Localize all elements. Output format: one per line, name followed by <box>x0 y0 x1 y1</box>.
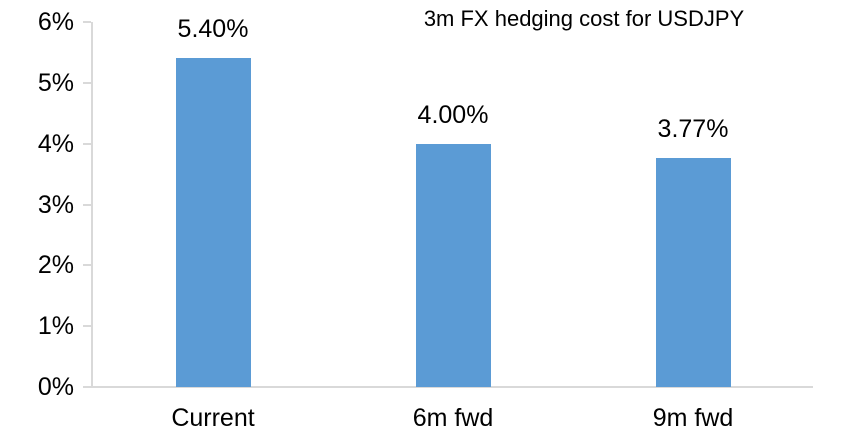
y-axis-label: 2% <box>37 251 74 280</box>
y-axis-label: 1% <box>37 312 74 341</box>
bar <box>415 144 491 387</box>
data-label: 3.77% <box>657 115 729 143</box>
y-axis-line <box>91 22 93 387</box>
y-tick <box>83 264 91 267</box>
y-axis-label: 5% <box>37 68 74 97</box>
bar <box>175 58 251 387</box>
y-axis-label: 4% <box>37 129 74 158</box>
x-axis-label: 9m fwd <box>652 404 734 432</box>
y-tick <box>83 203 91 206</box>
y-axis-label: 0% <box>37 373 74 401</box>
bar <box>655 158 731 387</box>
y-tick <box>83 21 91 23</box>
chart-title: 3m FX hedging cost for USDJPY <box>423 6 745 31</box>
y-tick <box>83 142 91 145</box>
data-label: 4.00% <box>417 101 489 129</box>
y-axis-label: 6% <box>37 8 74 36</box>
data-label: 5.40% <box>177 15 249 43</box>
y-tick <box>83 386 91 388</box>
y-axis-label: 3% <box>37 190 74 219</box>
y-tick <box>83 81 91 84</box>
x-axis-line <box>83 386 813 388</box>
x-axis-label: Current <box>171 404 255 432</box>
y-tick <box>83 325 91 328</box>
x-axis-label: 6m fwd <box>412 404 494 432</box>
